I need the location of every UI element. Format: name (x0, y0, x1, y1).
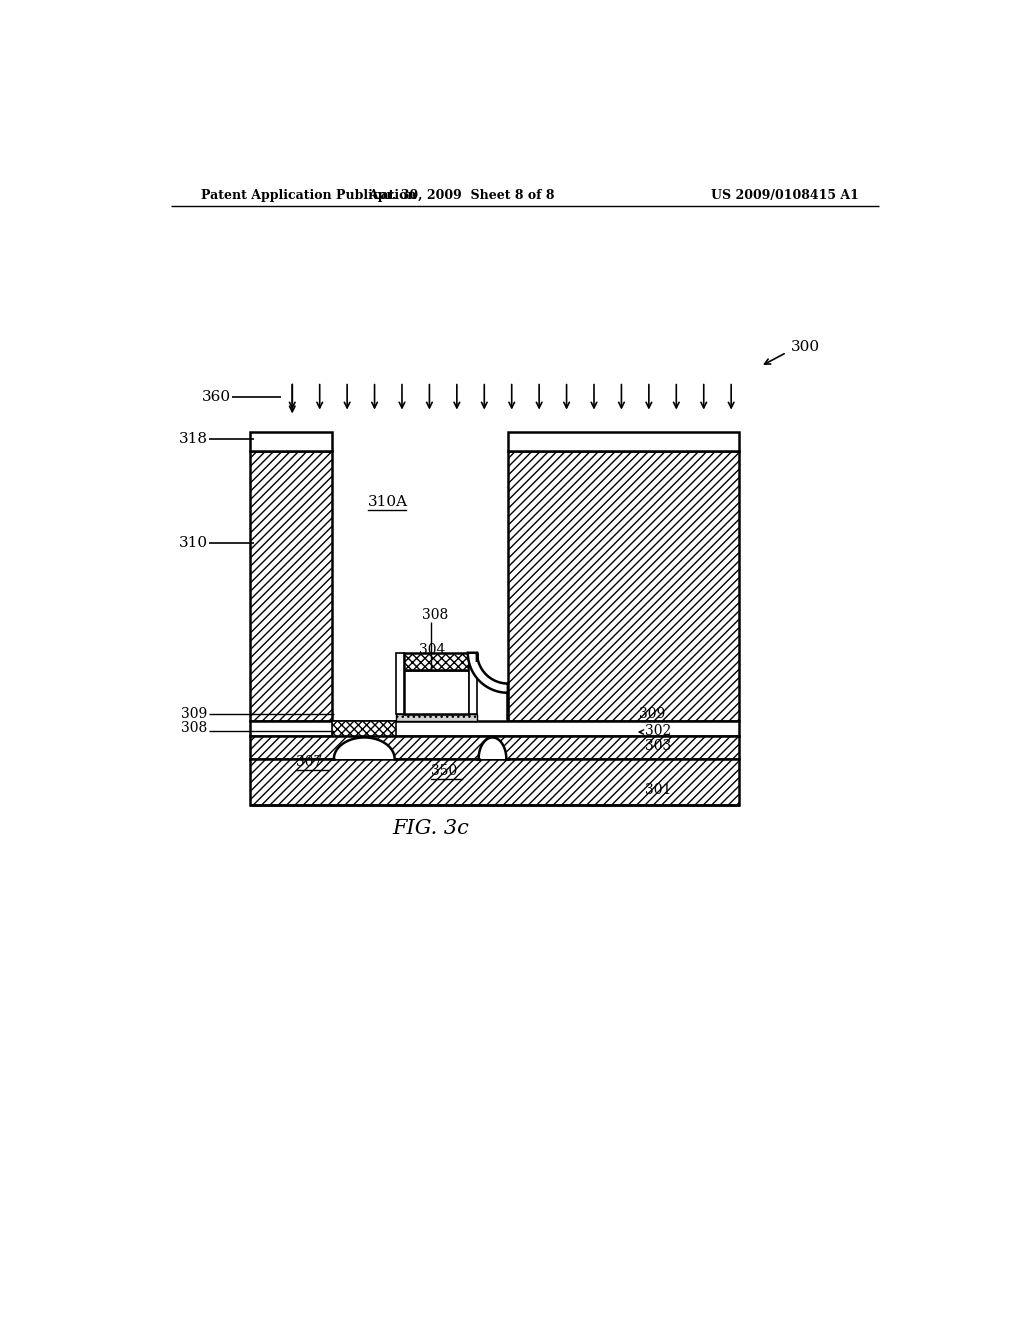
Text: Patent Application Publication: Patent Application Publication (202, 189, 417, 202)
Bar (403, 669, 469, 714)
Bar (403, 653, 469, 669)
Bar (508, 451, 739, 721)
Bar (250, 451, 333, 721)
Bar (250, 759, 739, 805)
Polygon shape (468, 653, 508, 721)
Text: 318: 318 (178, 433, 208, 446)
Bar (250, 737, 739, 759)
Bar (508, 432, 739, 451)
Bar (333, 721, 396, 737)
Text: 310: 310 (178, 536, 208, 550)
Text: FIG. 3c: FIG. 3c (392, 818, 469, 838)
Text: 350: 350 (431, 764, 457, 779)
Text: 308: 308 (422, 609, 447, 622)
Text: 303: 303 (645, 739, 671, 752)
Text: 309: 309 (181, 708, 208, 721)
Text: 300: 300 (792, 341, 820, 354)
Bar (396, 714, 477, 721)
Bar (250, 721, 739, 737)
Text: 301: 301 (645, 783, 672, 797)
Text: 305: 305 (419, 659, 444, 673)
Text: 309: 309 (639, 708, 665, 721)
Text: 302: 302 (645, 725, 671, 738)
Text: Apr. 30, 2009  Sheet 8 of 8: Apr. 30, 2009 Sheet 8 of 8 (369, 189, 555, 202)
Polygon shape (477, 738, 508, 759)
Bar (469, 653, 477, 714)
Polygon shape (333, 738, 396, 759)
Text: 308: 308 (181, 721, 208, 735)
Bar (250, 432, 333, 451)
Text: US 2009/0108415 A1: US 2009/0108415 A1 (711, 189, 859, 202)
Text: 310A: 310A (368, 495, 408, 508)
Text: 307: 307 (296, 755, 323, 770)
Text: 360: 360 (202, 391, 230, 404)
Bar (396, 653, 403, 714)
Text: 304: 304 (419, 643, 444, 657)
